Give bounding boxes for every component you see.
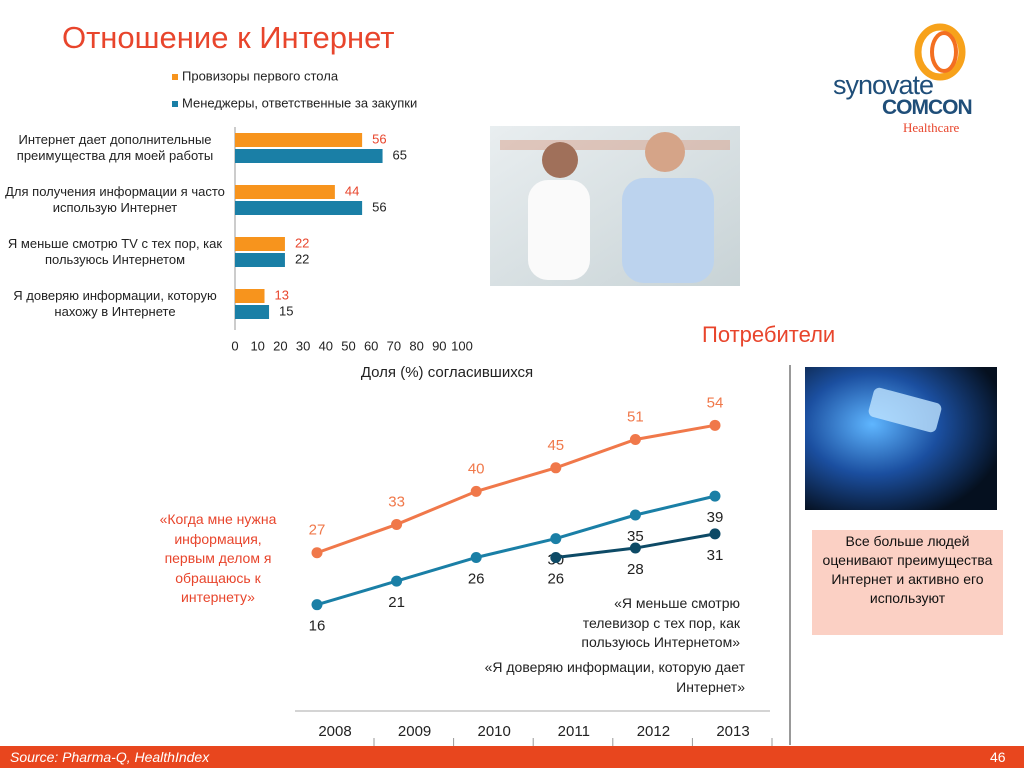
point <box>629 542 641 554</box>
page-number: 46 <box>990 749 1006 765</box>
category-label: Я доверяю информации, которую нахожу в И… <box>13 288 217 319</box>
bar <box>235 253 285 267</box>
logo-name: COMCON <box>882 96 973 119</box>
value-label: 40 <box>468 460 485 477</box>
value-label: 22 <box>295 235 309 250</box>
series-line <box>316 423 716 555</box>
x-tick-label: 90 <box>432 338 446 353</box>
x-tick-label: 80 <box>409 338 423 353</box>
value-label: 26 <box>468 570 485 587</box>
value-label: 31 <box>707 547 724 564</box>
x-tick-label: 40 <box>319 338 333 353</box>
x-tick-label: 50 <box>341 338 355 353</box>
value-label: 16 <box>309 618 326 635</box>
legend-swatch <box>172 101 178 107</box>
value-label: 56 <box>372 131 386 146</box>
point <box>629 433 641 445</box>
callout-text: Все больше людей оценивают преимущества … <box>822 533 993 606</box>
point <box>311 547 323 559</box>
series-annotation: «Я доверяю информации, которую дает Инте… <box>484 659 745 695</box>
point <box>470 551 482 563</box>
logo-brand: synovate <box>833 70 934 100</box>
series-annotation: «Я меньше смотрю телевизор с тех пор, ка… <box>581 595 740 650</box>
x-tick-label: 60 <box>364 338 378 353</box>
footer-source: Source: Pharma-Q, HealthIndex <box>10 749 210 765</box>
value-label: 15 <box>279 303 293 318</box>
x-tick-label: 2011 <box>558 723 590 740</box>
value-label: 54 <box>707 394 724 411</box>
point <box>550 462 562 474</box>
x-tick-label: 2010 <box>478 723 511 740</box>
value-label: 33 <box>388 493 405 510</box>
point <box>391 575 403 587</box>
bar <box>235 305 270 319</box>
point <box>391 518 403 530</box>
value-label: 26 <box>547 570 564 587</box>
category-label: Интернет дает дополнительные преимуществ… <box>16 132 214 163</box>
x-axis-label: Доля (%) согласившихся <box>361 364 533 381</box>
value-label: 27 <box>309 522 326 539</box>
x-tick-label: 100 <box>451 338 473 353</box>
legend-swatch <box>172 74 178 80</box>
value-label: 21 <box>388 594 405 611</box>
x-tick-label: 2009 <box>398 723 431 740</box>
point <box>709 419 721 431</box>
bar <box>235 289 265 303</box>
x-tick-label: 10 <box>250 338 264 353</box>
point <box>311 599 323 611</box>
point <box>470 485 482 497</box>
bar <box>235 133 363 147</box>
point <box>629 509 641 521</box>
bar <box>235 149 383 163</box>
value-label: 28 <box>627 561 644 578</box>
slide-title: Отношение к Интернет <box>62 20 395 55</box>
value-label: 45 <box>547 437 564 454</box>
category-label: Я меньше смотрю TV с тех пор, как пользу… <box>7 236 223 267</box>
point <box>550 551 562 563</box>
category-label: Для получения информации я часто использ… <box>5 184 225 215</box>
x-tick-label: 0 <box>231 338 238 353</box>
point <box>550 533 562 545</box>
bar <box>235 237 285 251</box>
x-tick-label: 2013 <box>716 723 749 740</box>
x-tick-label: 20 <box>273 338 287 353</box>
value-label: 13 <box>275 287 289 302</box>
x-tick-label: 2012 <box>637 723 670 740</box>
bar <box>235 185 335 199</box>
value-label: 39 <box>707 509 724 526</box>
bar <box>235 201 363 215</box>
value-label: 56 <box>372 199 386 214</box>
legend-label: Менеджеры, ответственные за закупки <box>182 95 417 110</box>
series-line <box>316 494 716 607</box>
series-annotation: «Когда мне нужна информация, первым дело… <box>159 511 277 605</box>
x-tick-label: 2008 <box>318 723 351 740</box>
legend-label: Провизоры первого стола <box>182 68 339 83</box>
logo-division: Healthcare <box>903 120 960 135</box>
consumers-heading: Потребители <box>702 322 836 347</box>
value-label: 35 <box>627 528 644 545</box>
value-label: 51 <box>627 408 644 425</box>
value-label: 22 <box>295 251 309 266</box>
point <box>709 490 721 502</box>
value-label: 65 <box>393 147 407 162</box>
point <box>709 528 721 540</box>
x-tick-label: 70 <box>387 338 401 353</box>
value-label: 44 <box>345 183 359 198</box>
x-tick-label: 30 <box>296 338 310 353</box>
